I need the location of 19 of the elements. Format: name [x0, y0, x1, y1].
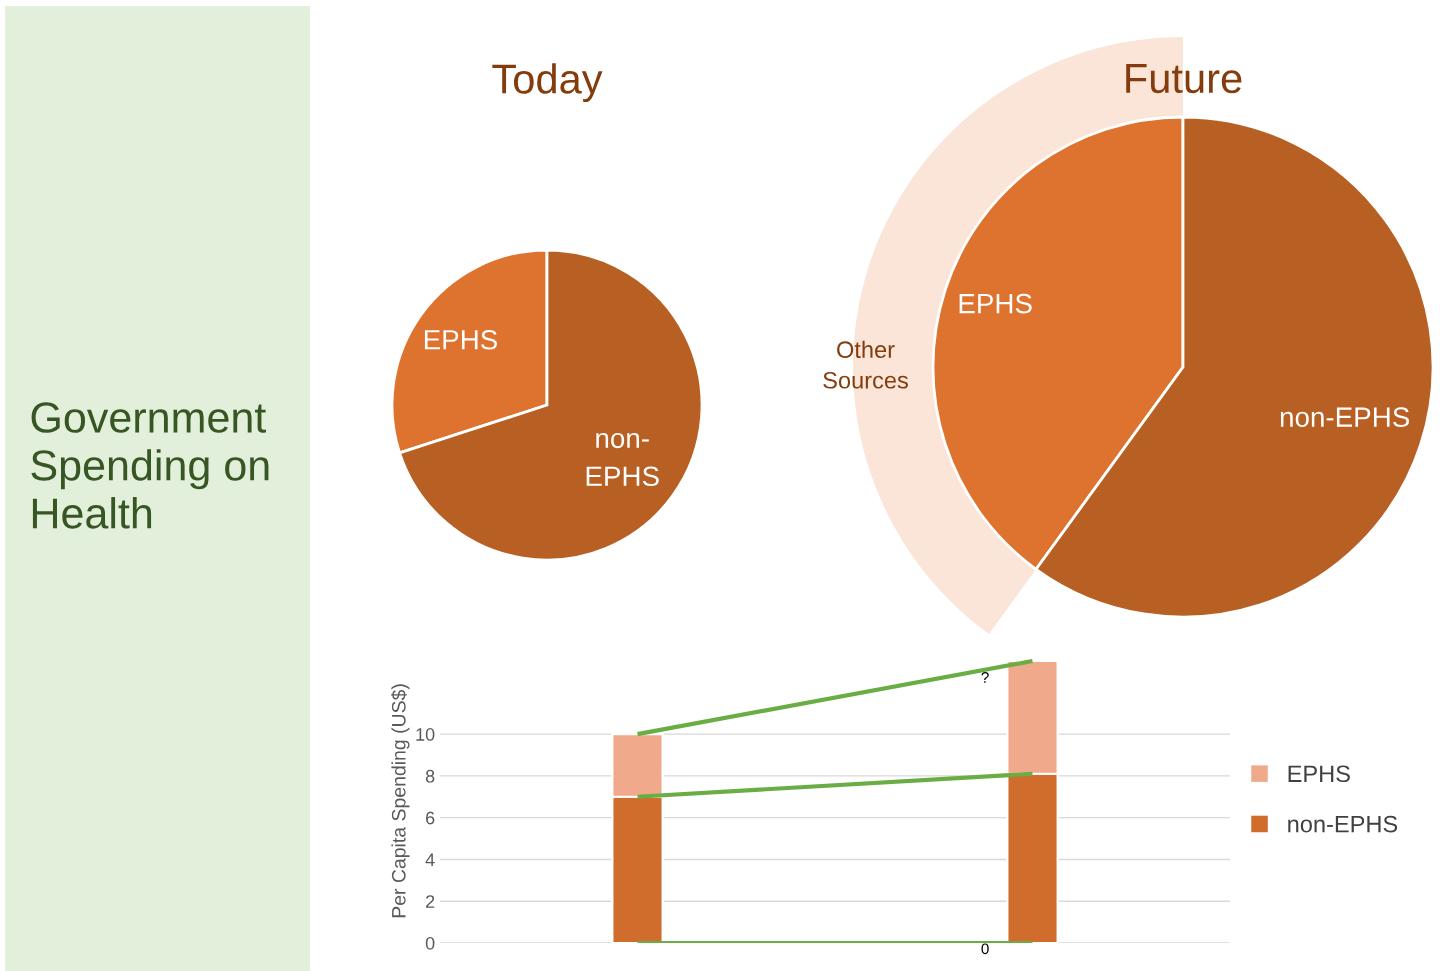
- y-tick-label: 4: [425, 853, 435, 866]
- text: Government Spending on Health: [31, 402, 269, 529]
- slice-label: EPHS: [959, 293, 1032, 314]
- y-tick-label: 0: [425, 936, 435, 950]
- chart-title: Future: [1126, 64, 1242, 94]
- slice-label: non-EPHS: [1280, 407, 1410, 427]
- y-axis-title: Per Capita Spending (US$): [391, 684, 410, 918]
- y-tick-label: 6: [426, 811, 435, 825]
- legend-label: non-EPHS: [1288, 815, 1398, 833]
- y-tick-label: 2: [426, 895, 435, 908]
- slice-label: EPHS: [424, 329, 498, 350]
- annotation: 0: [981, 943, 989, 955]
- y-tick-label: 10: [416, 728, 435, 741]
- annotation: ?: [981, 672, 989, 683]
- slice-label: non-EPHS: [586, 432, 659, 487]
- chart-title: Today: [492, 63, 603, 103]
- y-tick-label: 8: [425, 769, 435, 783]
- text: Other Sources: [823, 340, 908, 389]
- legend-label: EPHS: [1288, 765, 1350, 783]
